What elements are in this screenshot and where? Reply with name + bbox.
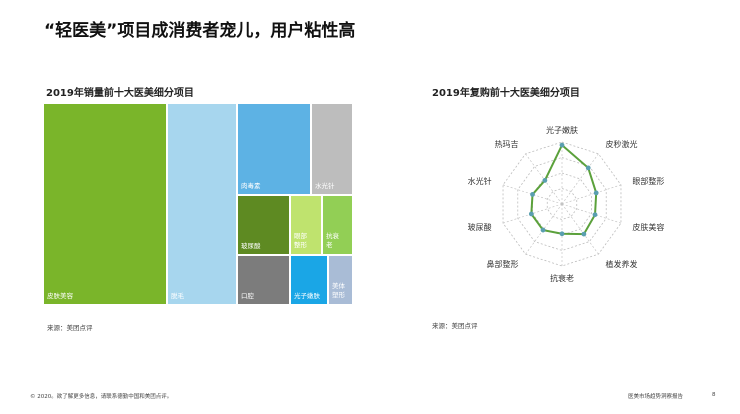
treemap-label: 肉毒素	[241, 181, 261, 190]
radar-source: 来源：美团点评	[432, 322, 478, 330]
treemap-rect	[329, 256, 352, 304]
radar-point	[593, 190, 599, 196]
treemap-label: 皮肤美容	[47, 291, 74, 300]
radar-point	[559, 142, 565, 148]
radar-title: 2019年复购前十大医美细分项目	[432, 88, 580, 99]
treemap-rect	[323, 196, 352, 254]
treemap-label: 光子嫩肤	[294, 291, 321, 300]
treemap-cell: 皮肤美容	[44, 104, 166, 304]
treemap-label: 脱毛	[171, 291, 185, 300]
radar-axis-label: 植发养发	[605, 259, 637, 269]
treemap-rect	[291, 256, 327, 304]
treemap-label: 美体	[332, 281, 346, 290]
radar-axis-label: 热玛吉	[495, 139, 519, 149]
treemap-label: 塑形	[332, 290, 346, 299]
page-title: “轻医美”项目成消费者宠儿，用户粘性高	[44, 21, 356, 41]
treemap-rect	[238, 256, 289, 304]
page-number: 8	[712, 392, 716, 398]
radar-point	[592, 212, 598, 218]
treemap-cell: 抗衰老	[323, 196, 352, 254]
radar-axis-label: 皮秒激光	[605, 139, 637, 149]
treemap-label: 玻尿酸	[241, 241, 261, 250]
treemap-cell: 肉毒素	[238, 104, 310, 194]
treemap-label: 老	[326, 240, 333, 249]
radar-axis-label: 抗衰老	[550, 273, 574, 283]
treemap-label: 口腔	[241, 291, 255, 300]
radar-axis-label: 光子嫩肤	[546, 125, 578, 135]
radar-point	[528, 211, 534, 217]
footer-report-name: 医美市场趋势洞察报告	[628, 394, 684, 400]
radar-point	[542, 178, 548, 183]
radar-axis-label: 鼻部整形	[487, 259, 519, 269]
treemap-label: 眼部	[294, 231, 308, 240]
treemap-rect	[168, 104, 236, 304]
radar-axis-label: 眼部整形	[632, 176, 664, 186]
treemap-cell: 眼部整形	[291, 196, 321, 254]
treemap-rect	[312, 104, 352, 194]
radar-axis-label: 皮肤美容	[632, 222, 664, 232]
radar-axis-label: 玻尿酸	[468, 222, 492, 232]
treemap-label: 抗衰	[326, 231, 340, 240]
treemap-label: 整形	[294, 240, 308, 249]
treemap-title: 2019年销量前十大医美细分项目	[46, 88, 194, 99]
radar-point	[540, 227, 546, 233]
treemap-source: 来源：美团点评	[47, 324, 93, 332]
treemap-rect	[291, 196, 321, 254]
treemap-cell: 玻尿酸	[238, 196, 289, 254]
radar-point	[585, 165, 591, 171]
treemap-cell: 光子嫩肤	[291, 256, 327, 304]
footer-copyright: © 2020。欲了解更多信息，请联系德勤中国和美团点评。	[30, 394, 173, 400]
radar-point	[530, 192, 535, 197]
treemap-rect	[238, 196, 289, 254]
treemap-rect	[238, 104, 310, 194]
treemap-rect	[44, 104, 166, 304]
radar-axis-label: 水光针	[468, 176, 492, 186]
radar-point	[581, 231, 587, 237]
treemap-cell: 脱毛	[168, 104, 236, 304]
radar-point	[559, 231, 565, 237]
treemap-label: 水光针	[315, 181, 335, 190]
treemap-cell: 水光针	[312, 104, 352, 194]
treemap-cell: 口腔	[238, 256, 289, 304]
